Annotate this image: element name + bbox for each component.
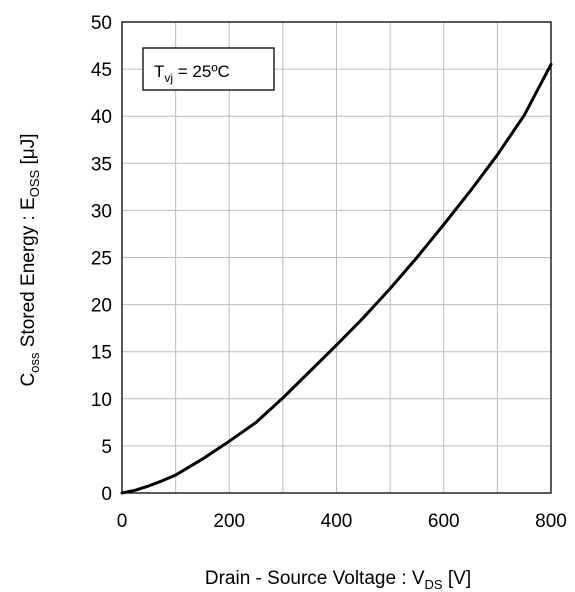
annotation-box: Tvj = 25ºC: [142, 47, 275, 91]
y-tick-label: 25: [91, 249, 112, 270]
x-tick-label: 0: [117, 511, 128, 532]
x-tick-label: 200: [213, 511, 245, 532]
annotation-frame: [142, 47, 275, 91]
y-tick-labels: 0 5 10 15 20 25 30 35 40 45 50: [91, 13, 112, 505]
y-tick-label: 0: [101, 484, 112, 505]
annotation-sub: vj: [164, 71, 173, 85]
x-tick-label: 600: [428, 511, 460, 532]
y-tick-label: 20: [91, 296, 112, 317]
x-axis-label-main: Drain - Source Voltage : V: [205, 568, 425, 589]
x-tick-label: 400: [321, 511, 353, 532]
y-tick-label: 35: [91, 154, 112, 175]
x-tick-label: 800: [535, 511, 567, 532]
annotation-rest: = 25ºC: [173, 62, 230, 81]
y-axis-label-unit: [μJ]: [18, 134, 39, 170]
plot-frame: [121, 21, 552, 494]
y-axis-label-pre: C: [18, 373, 39, 387]
x-axis-label: Drain - Source Voltage : VDS [V]: [205, 568, 471, 592]
y-tick-label: 30: [91, 201, 112, 222]
y-tick-label: 5: [101, 437, 112, 458]
y-axis-label-sub: OSS: [27, 169, 42, 197]
grid: [121, 21, 552, 494]
y-tick-label: 15: [91, 343, 112, 364]
x-axis-label-unit: [V]: [443, 568, 472, 589]
annotation-main: T: [154, 62, 164, 81]
series-layer: [120, 62, 553, 495]
x-tick-labels: 0 200 400 600 800: [117, 511, 567, 532]
y-axis-label: Coss Stored Energy : EOSS [μJ]: [18, 134, 42, 387]
y-tick-label: 10: [91, 390, 112, 411]
y-tick-label: 40: [91, 107, 112, 128]
y-tick-label: 45: [91, 60, 112, 81]
annotation-text: Tvj = 25ºC: [154, 62, 230, 85]
y-axis-label-pre-sub: oss: [27, 352, 42, 373]
y-tick-label: 50: [91, 13, 112, 34]
series-line: [120, 62, 553, 495]
y-axis-label-main: Stored Energy : E: [18, 197, 39, 352]
x-axis-label-sub: DS: [425, 577, 443, 592]
